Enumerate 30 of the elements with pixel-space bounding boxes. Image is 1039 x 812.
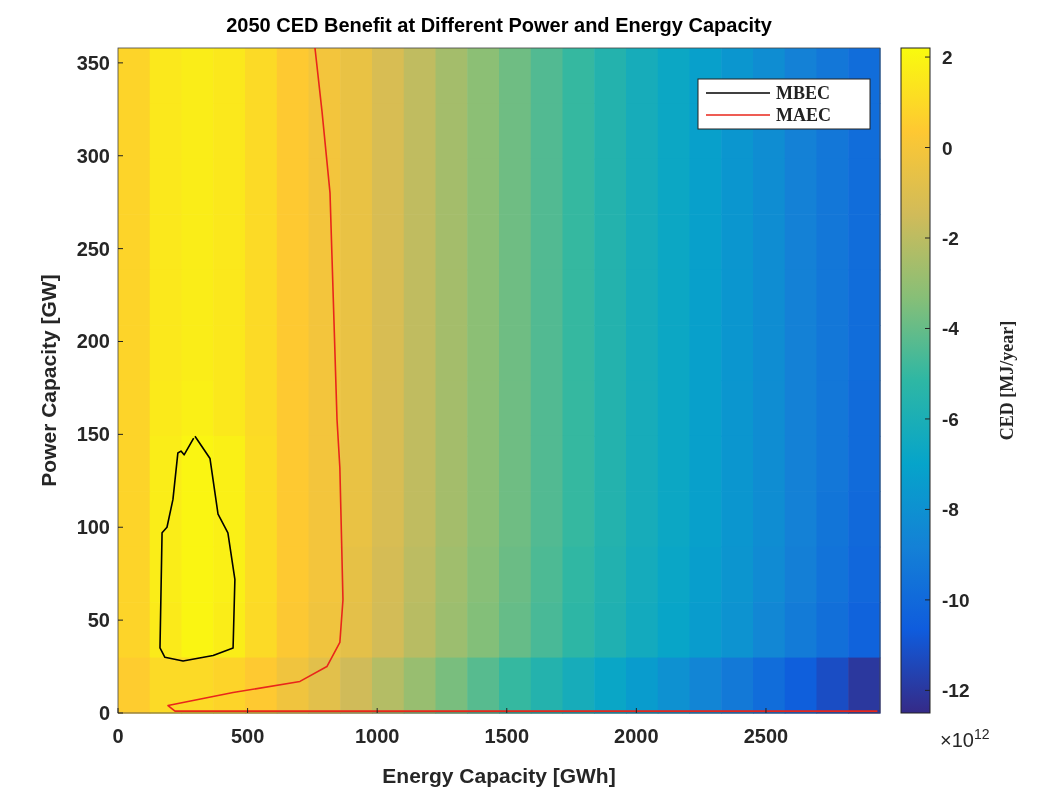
chart-title: 2050 CED Benefit at Different Power and Energy Capacity (226, 14, 773, 36)
legend-label: MBEC (776, 83, 830, 103)
color-bar-label: 2 (942, 47, 953, 69)
y-tick-label: 300 (76, 144, 110, 167)
color-bar-label: -6 (942, 408, 959, 430)
y-axis-title: Power Capacity [GW] (37, 274, 60, 487)
color-bar-label: -12 (942, 680, 970, 702)
y-tick-label: 100 (76, 516, 110, 539)
y-tick-label: 200 (76, 330, 110, 353)
x-tick-label: 1500 (484, 725, 530, 747)
line-series (159, 435, 236, 662)
color-bar-label: -8 (942, 499, 959, 521)
color-bar-title: CED [MJ/year] (997, 320, 1017, 441)
x-tick-label: 500 (230, 725, 265, 747)
color-bar-label: 0 (942, 137, 953, 159)
y-tick-label: 50 (87, 609, 110, 632)
x-axis-title: Energy Capacity [GWh] (382, 764, 616, 787)
y-tick-label: 350 (76, 51, 110, 74)
text: ×10$^{12}$ (940, 726, 990, 751)
x-tick-label: 2500 (743, 725, 789, 747)
color-bar-label: -10 (942, 589, 970, 611)
y-tick-label: 0 (98, 702, 110, 724)
legend-label: MAEC (776, 105, 831, 125)
color-bar-label: -4 (942, 318, 960, 340)
x-tick-label: 2000 (614, 725, 659, 747)
x-tick-label: 0 (112, 725, 124, 747)
x-tick-label: 1000 (354, 725, 400, 747)
color-bar-label: -2 (942, 228, 959, 249)
y-tick-label: 250 (76, 237, 110, 260)
y-tick-label: 150 (76, 423, 110, 446)
